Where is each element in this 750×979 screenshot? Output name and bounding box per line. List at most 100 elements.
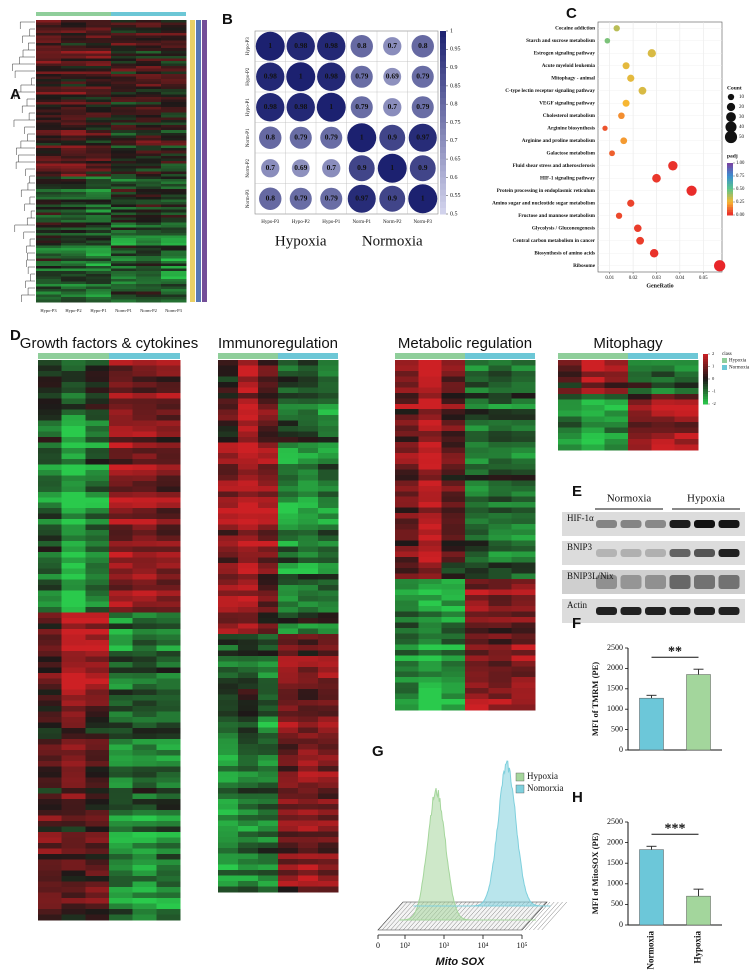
- heatmap-cell: [318, 721, 339, 728]
- heatmap-cell: [318, 540, 339, 547]
- heatmap-cell: [278, 425, 299, 432]
- heatmap-cell: [218, 606, 239, 613]
- heatmap-cell: [511, 617, 536, 623]
- heatmap-cell: [278, 678, 299, 685]
- heatmap-cell: [156, 486, 181, 493]
- heatmap-cell: [61, 158, 87, 162]
- heatmap-cell: [61, 202, 87, 206]
- heatmap-cell: [298, 519, 319, 526]
- dot: [620, 137, 628, 145]
- heatmap-cell: [278, 661, 299, 668]
- correlation-circle: [379, 185, 406, 212]
- heatmap-cell: [36, 71, 62, 75]
- heatmap-cell: [278, 711, 299, 717]
- heatmap-cell: [136, 176, 162, 180]
- colorbar: [440, 49, 446, 56]
- heatmap-cell: [395, 638, 419, 645]
- heatmap-cell: [418, 485, 443, 492]
- colorbar: [703, 379, 708, 382]
- heatmap-cell: [61, 173, 87, 177]
- heatmap-cell: [111, 137, 137, 141]
- correlation-value: 0.79: [325, 193, 338, 202]
- colorbar: [727, 168, 733, 172]
- heatmap-cell: [218, 425, 239, 432]
- heatmap-cell: [558, 365, 582, 372]
- heatmap-cell: [61, 629, 86, 636]
- heatmap-cell: [109, 365, 134, 372]
- y-tick-label: Starch and sucrose metabolism: [526, 38, 596, 44]
- heatmap-cell: [136, 78, 162, 83]
- heatmap-cell: [36, 189, 62, 193]
- blot-band: [596, 520, 617, 528]
- heatmap-cell: [161, 263, 187, 267]
- heatmap-cell: [318, 612, 339, 619]
- heatmap-cell: [258, 584, 279, 591]
- heatmap-cell: [111, 35, 137, 39]
- heatmap-cell: [161, 202, 187, 206]
- heatmap-cell: [298, 765, 319, 772]
- heatmap-cell: [278, 776, 299, 783]
- heatmap-cell: [161, 186, 187, 190]
- heatmap-cell: [85, 683, 110, 690]
- heatmap-cell: [395, 524, 419, 531]
- heatmap-cell: [61, 296, 87, 300]
- heatmap-cell: [136, 217, 162, 221]
- heatmap-cell: [278, 519, 299, 526]
- heatmap-cell: [488, 535, 513, 541]
- colorbar-label: 0.25: [736, 200, 745, 205]
- heatmap-cell: [38, 903, 63, 910]
- heatmap-cell: [441, 381, 466, 388]
- heatmap-cell: [441, 474, 466, 481]
- heatmap-cell: [85, 678, 110, 685]
- heatmap-cell: [418, 507, 443, 514]
- dot: [649, 249, 659, 258]
- heatmap-cell: [85, 590, 110, 597]
- heatmap-cell: [258, 453, 279, 460]
- heatmap-cell: [136, 222, 162, 226]
- heatmap-cell: [136, 253, 162, 257]
- heatmap-cell: [441, 573, 466, 580]
- heatmap-cell: [258, 881, 279, 888]
- heatmap-cell: [136, 266, 162, 270]
- colorbar: [703, 356, 708, 360]
- heatmap-cell: [218, 453, 239, 460]
- heatmap-cell: [278, 601, 299, 608]
- heatmap-cell: [218, 403, 239, 410]
- heatmap-cell: [558, 410, 582, 417]
- heatmap-cell: [86, 166, 112, 170]
- heatmap-cell: [132, 711, 157, 718]
- heatmap-cell: [218, 568, 239, 575]
- heatmap-cell: [278, 617, 299, 624]
- heatmap-cell: [218, 502, 239, 509]
- heatmap-cell: [85, 420, 110, 427]
- correlation-circle: [377, 153, 407, 183]
- heatmap-cell: [38, 464, 63, 471]
- heatmap-cell: [86, 119, 112, 124]
- heatmap-cell: [218, 875, 239, 882]
- heatmap-cell: [111, 189, 137, 193]
- heatmap-cell: [61, 153, 87, 157]
- heatmap-cell: [85, 596, 110, 603]
- heatmap-cell: [86, 222, 112, 226]
- heatmap-cell: [111, 84, 137, 88]
- heatmap-cell: [85, 865, 110, 872]
- heatmap-cell: [132, 766, 157, 773]
- heatmap-cell: [36, 125, 62, 129]
- heatmap-cell: [132, 837, 157, 844]
- colorbar-label: 0.00: [736, 213, 745, 218]
- heatmap-cell: [238, 628, 259, 635]
- heatmap-cell: [61, 209, 87, 213]
- heatmap-cell: [36, 204, 62, 208]
- heatmap-cell: [156, 497, 181, 504]
- row-label: Hypo-P2: [246, 67, 251, 86]
- heatmap-cell: [298, 360, 319, 366]
- heatmap-cell: [511, 600, 536, 607]
- heatmap-cell: [85, 585, 110, 592]
- heatmap-cell: [441, 524, 466, 531]
- heatmap-cell: [488, 567, 513, 574]
- heatmap-cell: [238, 738, 259, 745]
- heatmap-cell: [395, 627, 419, 634]
- bar: [639, 849, 664, 926]
- heatmap-cell: [86, 96, 112, 100]
- heatmap-cell: [38, 629, 63, 636]
